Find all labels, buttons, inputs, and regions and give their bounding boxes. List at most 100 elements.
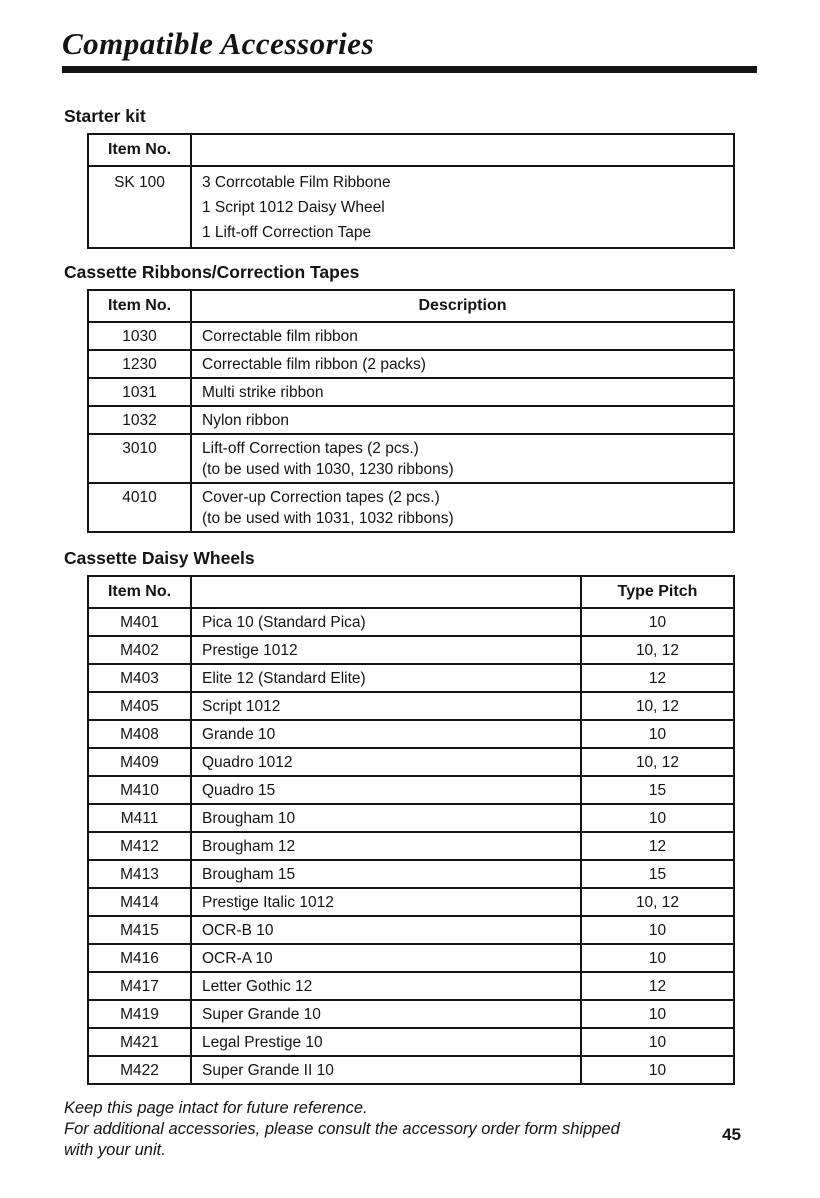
- table-row: 3010 Lift-off Correction tapes (2 pcs.) (t…: [87, 433, 735, 484]
- pitch-cell: 10: [580, 803, 735, 833]
- desc-cell: OCR-A 10: [190, 943, 582, 973]
- table-row: M422 Super Grande II 10 10: [87, 1055, 735, 1085]
- item-cell: M410: [87, 775, 192, 805]
- pitch-cell: 10, 12: [580, 747, 735, 777]
- desc-cell: 3 Corrcotable Film Ribbone 1 Script 1012 …: [190, 165, 735, 249]
- cassette-ribbons-table: Item No. Description 1030 Correctable fil…: [87, 289, 735, 533]
- desc-cell: Brougham 15: [190, 859, 582, 889]
- item-cell: 1030: [87, 321, 192, 351]
- item-cell: M412: [87, 831, 192, 861]
- table-row: 1030 Correctable film ribbon: [87, 321, 735, 351]
- desc-cell: Quadro 1012: [190, 747, 582, 777]
- desc-cell: Elite 12 (Standard Elite): [190, 663, 582, 693]
- desc-cell: Correctable film ribbon: [190, 321, 735, 351]
- desc-cell: Pica 10 (Standard Pica): [190, 607, 582, 637]
- table-row: M417 Letter Gothic 12 12: [87, 971, 735, 1001]
- table-row: M411 Brougham 10 10: [87, 803, 735, 833]
- item-cell: M401: [87, 607, 192, 637]
- table-row: 1230 Correctable film ribbon (2 packs): [87, 349, 735, 379]
- pitch-cell: 10, 12: [580, 635, 735, 665]
- footer-line: For additional accessories, please consu…: [64, 1120, 620, 1138]
- item-cell: M413: [87, 859, 192, 889]
- table-row: M421 Legal Prestige 10 10: [87, 1027, 735, 1057]
- table-row: 1031 Multi strike ribbon: [87, 377, 735, 407]
- item-cell: 1032: [87, 405, 192, 435]
- table-row: M409 Quadro 1012 10, 12: [87, 747, 735, 777]
- pitch-cell: 12: [580, 971, 735, 1001]
- table-row: M413 Brougham 15 15: [87, 859, 735, 889]
- desc-cell: OCR-B 10: [190, 915, 582, 945]
- item-cell: M414: [87, 887, 192, 917]
- pitch-cell: 10, 12: [580, 691, 735, 721]
- desc-cell: Prestige 1012: [190, 635, 582, 665]
- pitch-cell: 12: [580, 831, 735, 861]
- item-cell: M422: [87, 1055, 192, 1085]
- table-row: 1032 Nylon ribbon: [87, 405, 735, 435]
- pitch-cell: 10: [580, 1055, 735, 1085]
- page-number: 45: [722, 1125, 741, 1144]
- footer-note: Keep this page intact for future referen…: [64, 1098, 764, 1161]
- desc-cell: Brougham 10: [190, 803, 582, 833]
- pitch-cell: 10: [580, 999, 735, 1029]
- desc-cell: Script 1012: [190, 691, 582, 721]
- item-cell: M408: [87, 719, 192, 749]
- pitch-cell: 15: [580, 859, 735, 889]
- table-row: 4010 Cover-up Correction tapes (2 pcs.) (t…: [87, 482, 735, 533]
- pitch-cell: 15: [580, 775, 735, 805]
- title-rule: [62, 66, 757, 73]
- item-cell: M409: [87, 747, 192, 777]
- desc-cell: Quadro 15: [190, 775, 582, 805]
- col-header-description: Description: [190, 289, 735, 323]
- col-header-item-no: Item No.: [87, 575, 192, 609]
- section-cassette-daisy-wheels: Cassette Daisy Wheels Item No. Type Pitc…: [0, 548, 820, 1085]
- desc-cell: Brougham 12: [190, 831, 582, 861]
- pitch-cell: 10: [580, 943, 735, 973]
- footer-line: with your unit.: [64, 1141, 166, 1159]
- desc-cell: Letter Gothic 12: [190, 971, 582, 1001]
- item-cell: M415: [87, 915, 192, 945]
- pitch-cell: 10: [580, 719, 735, 749]
- item-cell: M405: [87, 691, 192, 721]
- table-row: M402 Prestige 1012 10, 12: [87, 635, 735, 665]
- desc-cell: Cover-up Correction tapes (2 pcs.) (to be…: [190, 482, 735, 533]
- starter-kit-table: Item No. SK 100 3 Corrcotable Film Ribbon…: [87, 133, 735, 249]
- item-cell: M417: [87, 971, 192, 1001]
- item-cell: 3010: [87, 433, 192, 484]
- desc-cell: Legal Prestige 10: [190, 1027, 582, 1057]
- table-header-row: Item No. Description: [87, 289, 735, 323]
- pitch-cell: 10, 12: [580, 887, 735, 917]
- table-header-row: Item No.: [87, 133, 735, 167]
- table-row: M408 Grande 10 10: [87, 719, 735, 749]
- col-header-item-no: Item No.: [87, 289, 192, 323]
- item-cell: M403: [87, 663, 192, 693]
- desc-cell: Lift-off Correction tapes (2 pcs.) (to be…: [190, 433, 735, 484]
- col-header-item-no: Item No.: [87, 133, 192, 167]
- section-heading-cassette-ribbons: Cassette Ribbons/Correction Tapes: [64, 262, 360, 282]
- pitch-cell: 12: [580, 663, 735, 693]
- table-row: M416 OCR-A 10 10: [87, 943, 735, 973]
- table-row: M405 Script 1012 10, 12: [87, 691, 735, 721]
- table-header-row: Item No. Type Pitch: [87, 575, 735, 609]
- cassette-daisy-wheels-table: Item No. Type Pitch M401 Pica 10 (Standar…: [87, 575, 735, 1085]
- item-cell: SK 100: [87, 165, 192, 249]
- section-heading-starter-kit: Starter kit: [64, 106, 146, 126]
- col-header-blank: [190, 575, 582, 609]
- item-cell: M419: [87, 999, 192, 1029]
- col-header-type-pitch: Type Pitch: [580, 575, 735, 609]
- desc-cell: Grande 10: [190, 719, 582, 749]
- pitch-cell: 10: [580, 915, 735, 945]
- section-cassette-ribbons: Cassette Ribbons/Correction Tapes Item N…: [0, 262, 820, 533]
- footer-line: Keep this page intact for future referen…: [64, 1099, 368, 1117]
- item-cell: M416: [87, 943, 192, 973]
- desc-cell: Correctable film ribbon (2 packs): [190, 349, 735, 379]
- table-row: SK 100 3 Corrcotable Film Ribbone 1 Script…: [87, 165, 735, 249]
- table-row: M401 Pica 10 (Standard Pica) 10: [87, 607, 735, 637]
- section-starter-kit: Starter kit Item No. SK 100 3 Corrcotable…: [0, 106, 820, 249]
- table-row: M414 Prestige Italic 1012 10, 12: [87, 887, 735, 917]
- page-title: Compatible Accessories: [62, 26, 375, 61]
- desc-cell: Multi strike ribbon: [190, 377, 735, 407]
- desc-cell: Super Grande 10: [190, 999, 582, 1029]
- item-cell: 1230: [87, 349, 192, 379]
- desc-cell: Super Grande II 10: [190, 1055, 582, 1085]
